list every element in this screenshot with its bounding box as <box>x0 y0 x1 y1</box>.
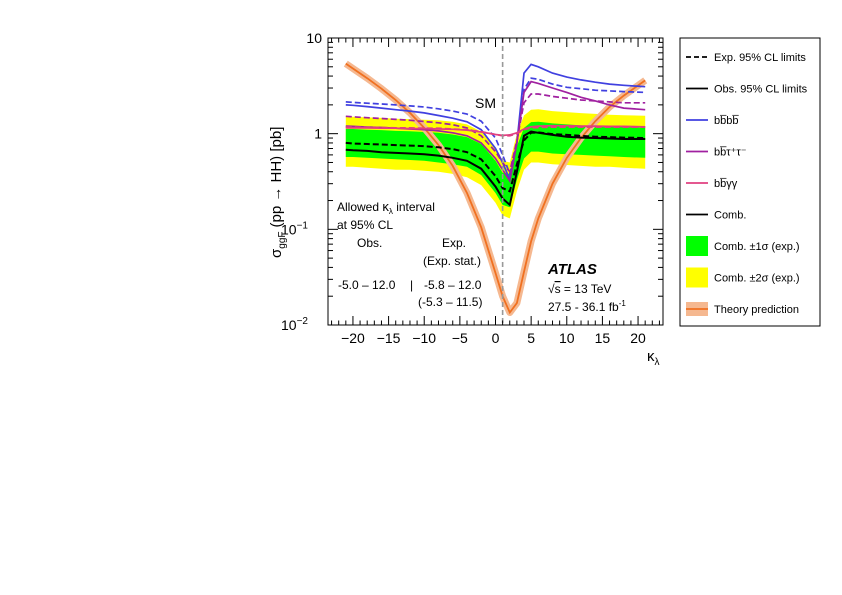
line-comb-expected <box>345 131 646 193</box>
legend-label: Comb. ±1σ (exp.) <box>714 241 800 253</box>
band-band1 <box>345 121 646 208</box>
energy-sqrt-symbol: √ <box>548 282 555 296</box>
energy-label: √s = 13 TeV <box>548 282 611 296</box>
plot-area <box>343 38 648 325</box>
y-tick-label: 10 <box>306 30 322 46</box>
y-tick-exponent: −2 <box>297 316 309 327</box>
y-tick-base: 1 <box>314 126 322 142</box>
interval-title: Allowed κλ interval <box>337 199 435 216</box>
legend-label: Theory prediction <box>714 304 799 316</box>
energy-rest: = 13 TeV <box>561 282 612 296</box>
x-tick-label: 15 <box>595 330 611 346</box>
y-tick-label: 1 <box>314 126 322 142</box>
line-bbbb-expected <box>345 77 646 177</box>
y-tick-label: 10−2 <box>281 316 308 333</box>
legend-swatch <box>686 267 708 288</box>
y-axis-label-sub: ggF <box>277 232 288 249</box>
obs-range: -5.0 – 12.0 <box>338 278 396 292</box>
legend-item-theory: Theory prediction <box>686 302 799 316</box>
interval-kappa: κ <box>382 199 389 214</box>
x-tick-label: 20 <box>630 330 646 346</box>
legend-label: Comb. ±2σ (exp.) <box>714 273 800 285</box>
interval-sub: λ <box>389 207 393 216</box>
legend-item-bbbb: bb̅bb̅ <box>686 115 739 127</box>
x-axis-label: κλ <box>647 348 660 368</box>
range-separator: | <box>410 278 413 292</box>
y-axis-label-sigma: σ <box>268 248 285 258</box>
y-axis-label: σggF (pp → HH) [pb] <box>268 127 288 258</box>
legend-label: bb̅τ⁺τ⁻ <box>714 147 747 159</box>
legend: Exp. 95% CL limits Obs. 95% CL limits bb̅b… <box>686 52 808 316</box>
legend-label: Obs. 95% CL limits <box>714 84 808 96</box>
sm-label: SM <box>475 95 496 111</box>
y-tick-label: 10−1 <box>281 220 308 237</box>
legend-item-obs: Obs. 95% CL limits <box>686 84 808 96</box>
legend-label: Comb. <box>714 210 746 222</box>
y-tick-base: 10 <box>281 317 297 333</box>
experiment-label: ATLAS <box>547 261 597 278</box>
legend-item-bbtautau: bb̅τ⁺τ⁻ <box>686 147 747 159</box>
lumi-label: 27.5 - 36.1 fb-1 <box>548 299 626 314</box>
x-axis-label-kappa: κ <box>647 348 655 365</box>
x-tick-label: −10 <box>412 330 436 346</box>
y-axis-label-rest: (pp → HH) [pb] <box>268 127 285 228</box>
x-axis-label-sub: λ <box>655 357 660 368</box>
legend-item-exp: Exp. 95% CL limits <box>686 52 806 64</box>
obs-header: Obs. <box>357 236 382 250</box>
legend-item-band1: Comb. ±1σ (exp.) <box>686 236 800 256</box>
x-tick-label: 0 <box>492 330 500 346</box>
lumi-value: 27.5 - 36.1 fb <box>548 300 619 314</box>
lumi-exp: -1 <box>619 299 627 308</box>
exp-stat-header: (Exp. stat.) <box>423 254 481 268</box>
legend-swatch <box>686 236 708 256</box>
interval-cl: at 95% CL <box>337 218 393 232</box>
legend-label: bb̅γγ <box>714 178 738 190</box>
y-tick-base: 10 <box>306 30 322 46</box>
interval-title-1: Allowed <box>337 200 382 214</box>
energy-sqrt-s: s <box>555 282 561 296</box>
legend-item-band2: Comb. ±2σ (exp.) <box>686 267 800 288</box>
x-tick-label: 5 <box>527 330 535 346</box>
x-tick-label: −5 <box>452 330 468 346</box>
y-tick-base: 10 <box>281 221 297 237</box>
legend-item-bbyy: bb̅γγ <box>686 178 738 190</box>
x-tick-label: −15 <box>377 330 401 346</box>
legend-item-comb: Comb. <box>686 210 746 222</box>
legend-label: bb̅bb̅ <box>714 115 739 127</box>
x-tick-label: −20 <box>341 330 365 346</box>
interval-title-2: interval <box>393 200 435 214</box>
x-tick-label: 10 <box>559 330 575 346</box>
exp-header: Exp. <box>442 236 466 250</box>
exp-range: -5.8 – 12.0 <box>424 278 482 292</box>
legend-label: Exp. 95% CL limits <box>714 52 806 64</box>
y-tick-exponent: −1 <box>297 220 309 231</box>
exp-stat-range: (-5.3 – 11.5) <box>418 295 482 309</box>
